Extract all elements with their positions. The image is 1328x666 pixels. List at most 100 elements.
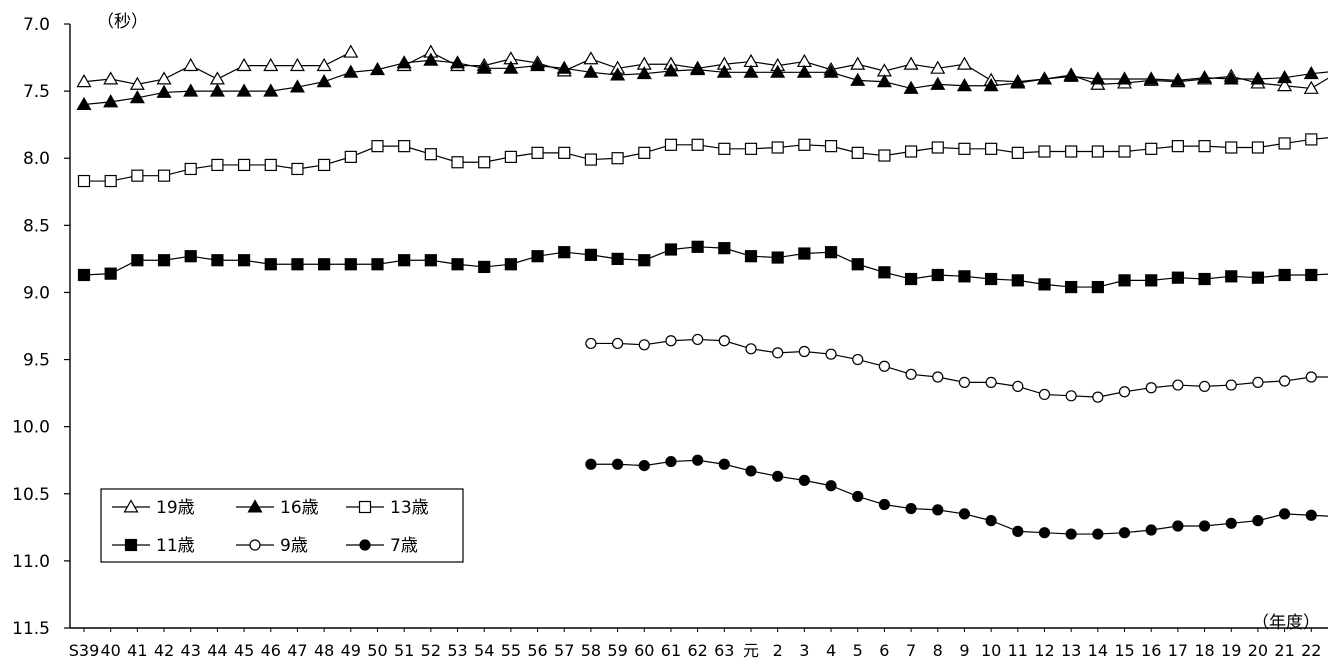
data-point xyxy=(1278,508,1291,520)
x-tick-label: S39 xyxy=(69,641,100,660)
series-line xyxy=(590,338,1328,398)
data-point xyxy=(1277,78,1293,92)
legend-entry: 13歳 xyxy=(346,498,429,518)
data-point xyxy=(772,470,784,482)
data-point xyxy=(1305,509,1317,521)
data-point xyxy=(1065,145,1078,158)
data-point xyxy=(1251,141,1265,154)
data-point xyxy=(398,254,411,267)
data-point xyxy=(1198,520,1211,532)
data-point xyxy=(76,96,92,111)
series-5 xyxy=(585,333,1328,403)
data-point xyxy=(1091,145,1104,158)
series-layer xyxy=(76,44,1328,540)
x-tick-label: 元 xyxy=(743,641,759,660)
data-point xyxy=(451,258,464,271)
data-point xyxy=(931,141,944,154)
data-point xyxy=(825,348,837,360)
x-tick-label: 44 xyxy=(207,641,227,660)
data-point xyxy=(1065,390,1077,402)
data-point xyxy=(985,376,997,388)
data-point xyxy=(772,347,784,359)
data-point xyxy=(1091,280,1104,294)
data-point xyxy=(638,339,650,351)
data-point xyxy=(1303,65,1319,80)
data-point xyxy=(237,254,251,267)
data-point xyxy=(478,156,491,169)
x-tick-label: 3 xyxy=(799,641,809,660)
data-point xyxy=(878,498,891,511)
data-point xyxy=(1145,142,1158,155)
y-tick-label: 11.5 xyxy=(12,619,50,639)
data-point xyxy=(638,459,650,472)
x-tick-label: 16 xyxy=(1141,641,1161,660)
data-point xyxy=(1250,71,1266,85)
data-point xyxy=(316,57,332,72)
data-point xyxy=(104,174,117,188)
x-tick-label: 50 xyxy=(367,641,387,660)
data-point xyxy=(851,258,864,271)
x-tick-label: 19 xyxy=(1221,641,1241,660)
data-point xyxy=(583,51,599,65)
data-point xyxy=(1038,388,1051,401)
data-point xyxy=(798,247,811,260)
data-point xyxy=(129,76,145,90)
data-point xyxy=(476,60,492,74)
data-point xyxy=(798,138,811,151)
data-point xyxy=(985,142,998,155)
x-tick-label: 51 xyxy=(394,641,414,660)
x-tick-label: 63 xyxy=(714,641,734,660)
legend-entry: 7歳 xyxy=(346,536,418,556)
x-axis-ticks: S39 40 41 42 43 44 45 46 47 48 49 50 51 52 53 54 55 56 57 5… xyxy=(69,628,1328,660)
data-point xyxy=(398,140,411,153)
data-point xyxy=(692,333,704,346)
data-point xyxy=(956,78,972,92)
data-point xyxy=(638,146,651,159)
data-point xyxy=(638,254,651,267)
y-axis-unit: （秒） xyxy=(97,12,148,32)
data-point xyxy=(1225,270,1238,283)
data-point xyxy=(1012,380,1024,392)
y-tick-label: 11.0 xyxy=(12,552,50,572)
data-point xyxy=(665,335,677,347)
x-tick-label: 59 xyxy=(607,641,627,660)
y-tick-label: 7.0 xyxy=(23,15,50,35)
y-tick-label: 9.0 xyxy=(23,283,50,303)
x-tick-label: 49 xyxy=(341,641,361,660)
data-point xyxy=(211,158,224,172)
data-point xyxy=(157,254,171,267)
data-point xyxy=(611,337,624,350)
data-point xyxy=(744,250,758,263)
data-point xyxy=(1225,141,1238,154)
data-point xyxy=(184,162,197,176)
data-point xyxy=(1090,71,1106,85)
series-6 xyxy=(585,454,1328,540)
data-point xyxy=(343,44,359,58)
data-point xyxy=(1278,268,1291,282)
x-tick-label: 41 xyxy=(127,641,147,660)
data-point xyxy=(1172,379,1184,391)
legend-entry: 16歳 xyxy=(236,498,319,518)
data-point xyxy=(318,258,331,271)
data-point xyxy=(344,150,357,163)
x-tick-label: 45 xyxy=(234,641,254,660)
data-point xyxy=(1171,140,1184,153)
x-tick-label: 17 xyxy=(1168,641,1188,660)
y-tick-label: 8.0 xyxy=(23,149,50,169)
x-tick-label: 2 xyxy=(773,641,783,660)
x-tick-label: 55 xyxy=(501,641,521,660)
data-point xyxy=(423,52,439,66)
data-point xyxy=(1038,278,1051,291)
data-point xyxy=(718,242,731,255)
data-point xyxy=(958,142,971,155)
data-point xyxy=(930,76,946,90)
data-point xyxy=(958,508,971,520)
data-point xyxy=(905,368,917,380)
legend-label: 7歳 xyxy=(390,536,418,556)
data-point xyxy=(1011,274,1024,287)
data-point xyxy=(1277,69,1293,84)
data-point xyxy=(1092,528,1104,540)
legend-marker xyxy=(247,499,263,513)
x-tick-label: 15 xyxy=(1114,641,1134,660)
legend-label: 9歳 xyxy=(280,536,308,556)
